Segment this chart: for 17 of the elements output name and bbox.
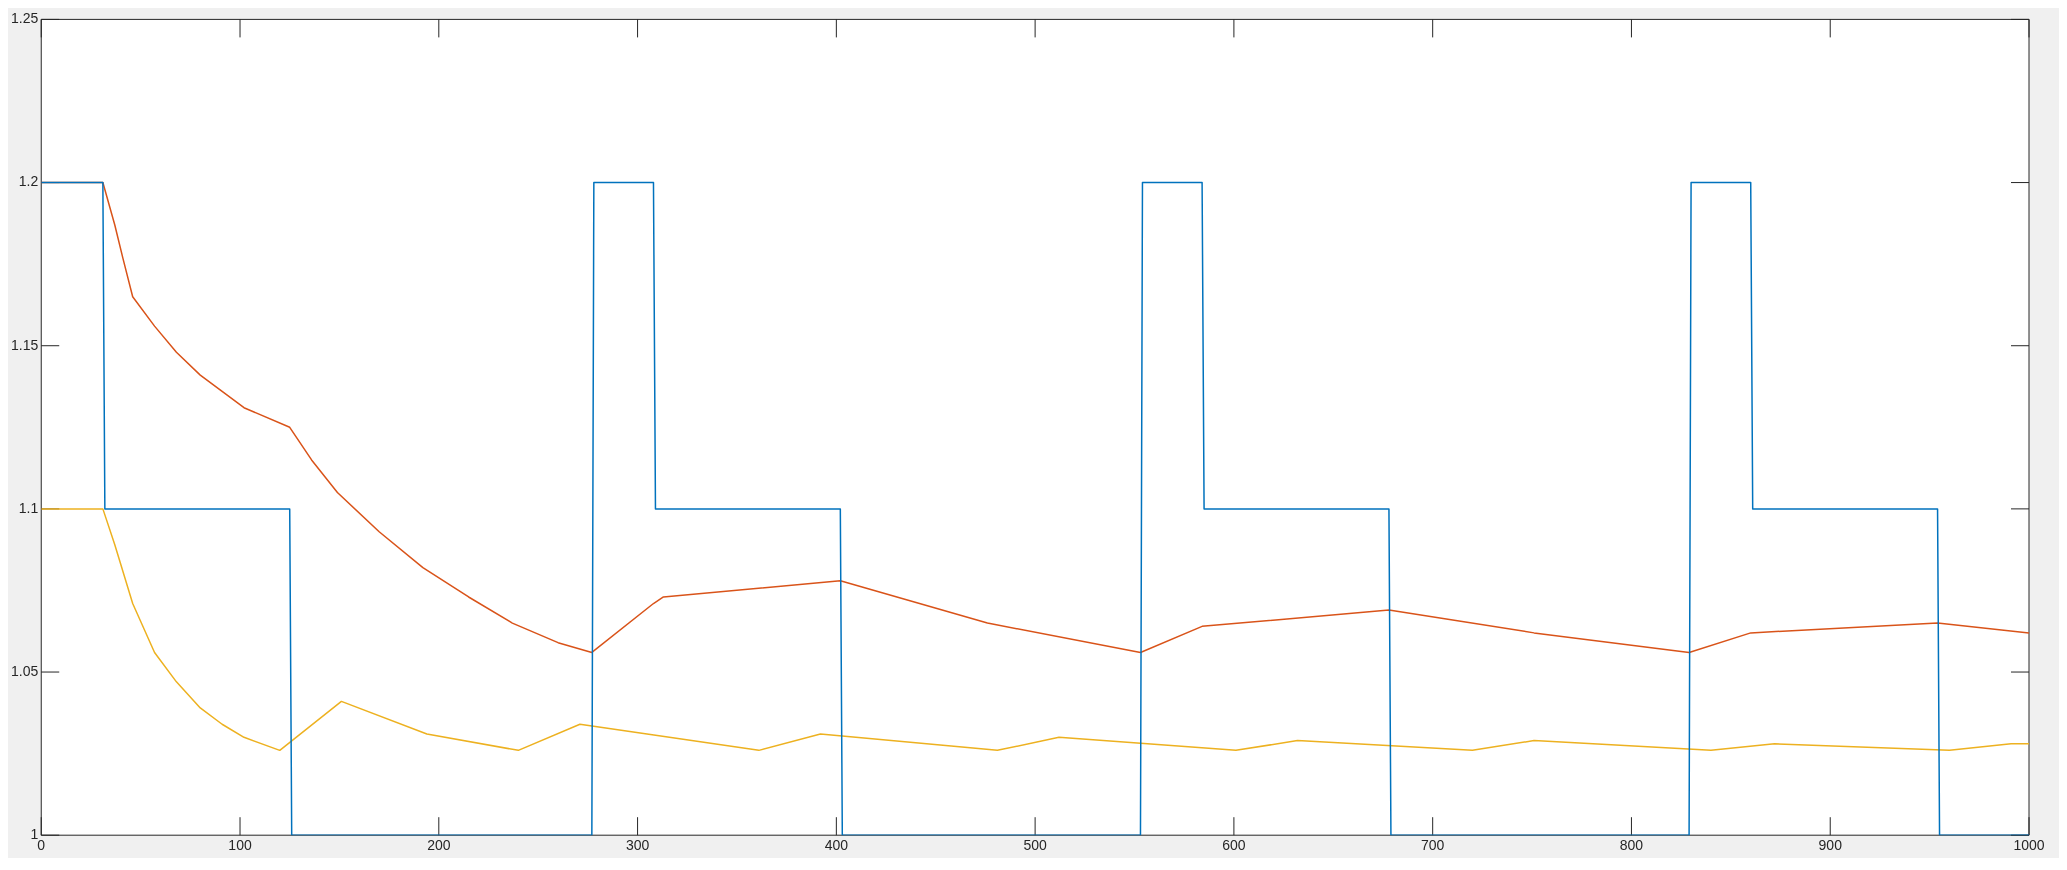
x-tick-label: 300 — [625, 837, 650, 854]
x-tick-label: 500 — [1023, 837, 1048, 854]
x-tick-label: 700 — [1420, 837, 1445, 854]
x-tick-label: 0 — [37, 837, 46, 854]
y-tick-label: 1.25 — [11, 10, 39, 27]
x-tick-label: 100 — [228, 837, 252, 854]
x-tick-label: 200 — [427, 837, 451, 854]
y-tick-label: 1.1 — [18, 499, 39, 516]
y-tick-label: 1.05 — [11, 662, 39, 679]
y-tick-label: 1.15 — [11, 336, 39, 353]
x-tick-label: 600 — [1222, 837, 1246, 854]
x-tick-label: 400 — [824, 837, 849, 854]
x-tick-label: 900 — [1818, 837, 1843, 854]
x-tick-label: 800 — [1619, 837, 1644, 854]
y-tick-label: 1 — [30, 826, 39, 843]
y-tick-label: 1.2 — [18, 173, 39, 190]
x-tick-label: 1000 — [2013, 837, 2045, 854]
